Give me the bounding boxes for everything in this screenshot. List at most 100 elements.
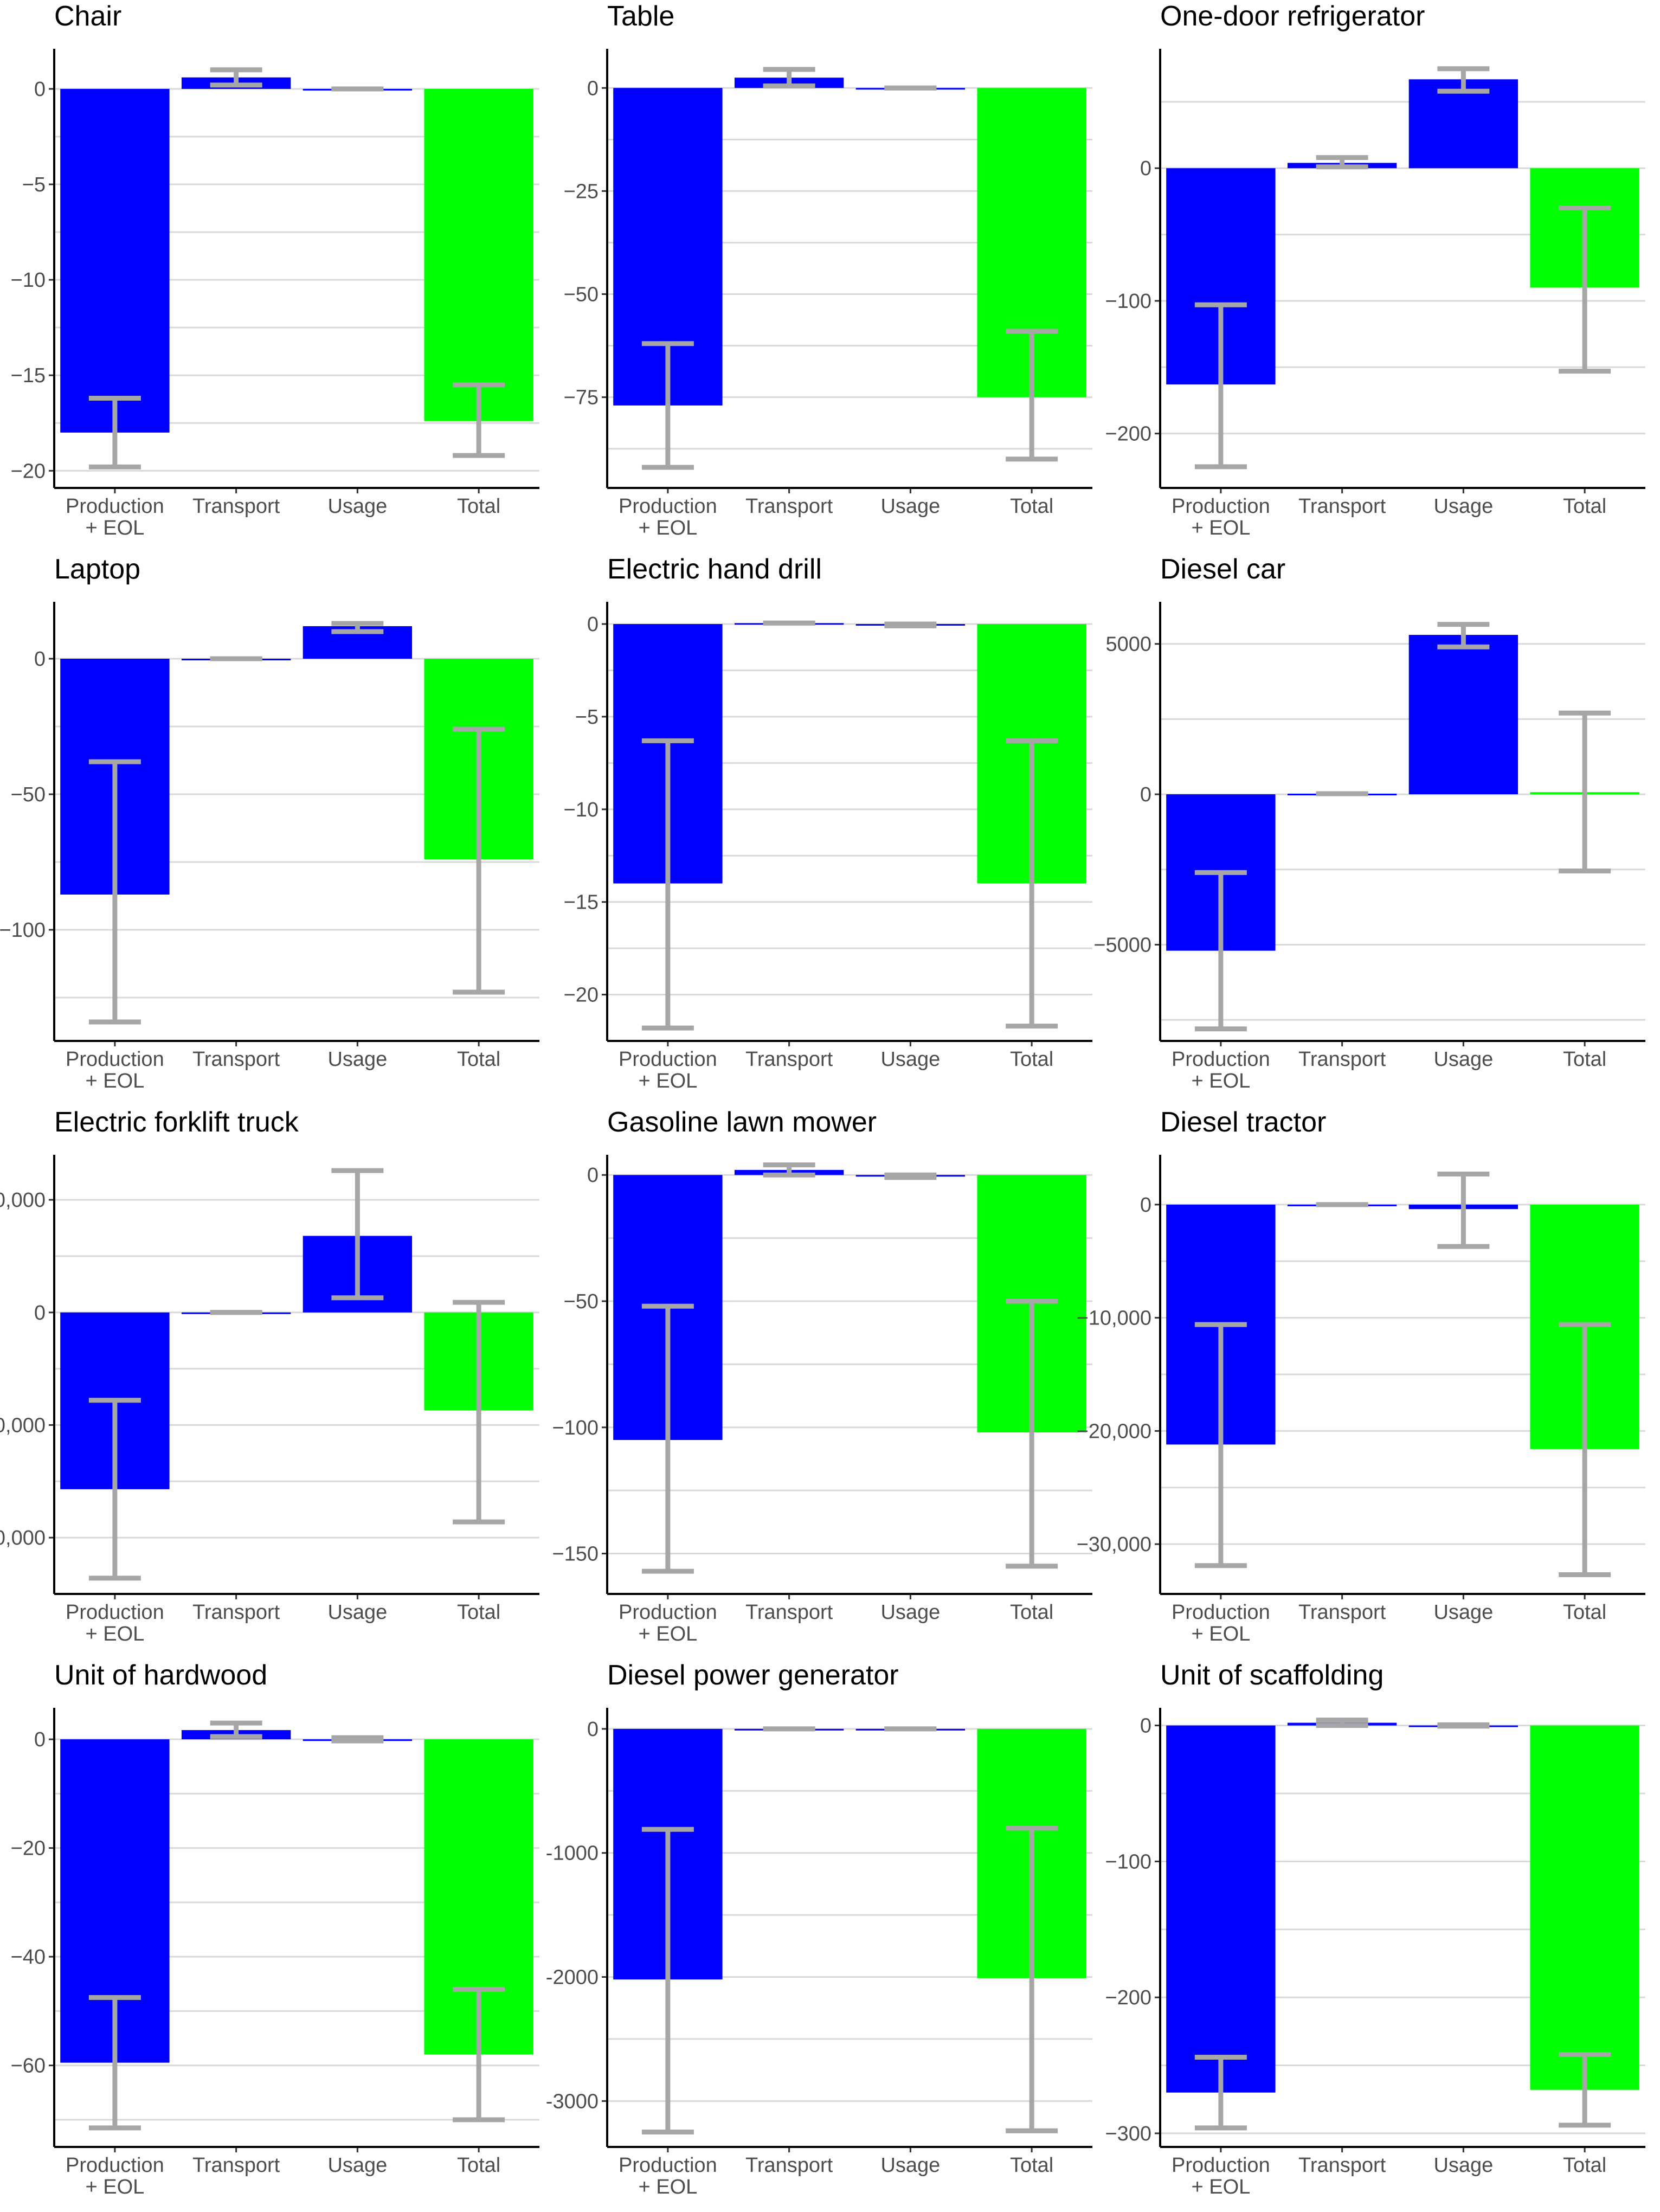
x-tick-label: Production + EOL (66, 495, 164, 539)
error-bar-1 (210, 67, 262, 88)
y-tick-label: −40 (11, 1946, 46, 1969)
bar-0 (60, 88, 170, 433)
y-tick-label: −5 (22, 173, 46, 196)
error-bar-3 (1559, 710, 1611, 874)
y-tick-label: 0 (34, 1302, 46, 1324)
y-tick-label: −5 (575, 706, 599, 729)
chart-title: Diesel power generator (607, 1660, 899, 1691)
x-tick-label: Total (1010, 1048, 1053, 1071)
y-tick-label: 0 (34, 648, 46, 671)
error-bar-0 (641, 738, 694, 1031)
y-tick-label: 0 (587, 1164, 599, 1187)
bar-3 (1530, 1725, 1639, 2090)
y-tick-label: 0 (1140, 157, 1151, 180)
chart-title: Laptop (54, 554, 141, 585)
x-tick-label: Total (1563, 1601, 1606, 1624)
x-tick-label: Transport (192, 495, 280, 518)
y-tick-label: 0 (1140, 1194, 1151, 1217)
error-bar-2 (331, 621, 384, 634)
x-tick-label: Transport (1298, 1048, 1386, 1071)
error-bar-3 (453, 382, 505, 458)
x-tick-label: Usage (1433, 495, 1493, 518)
chart-title: Table (607, 1, 675, 32)
x-tick-label: Transport (1298, 2154, 1386, 2177)
chart-title: Unit of scaffolding (1160, 1660, 1384, 1691)
y-tick-label: −75 (564, 387, 599, 409)
x-tick-label: Usage (1433, 2154, 1493, 2177)
y-tick-label: −10,000 (0, 1414, 46, 1437)
x-tick-label: Total (1010, 495, 1053, 518)
chart-plot: Production + EOL Transport Usage Total 0 −100 −… (1105, 1708, 1645, 2198)
y-tick-label: 0 (1140, 783, 1151, 806)
x-tick-label: Usage (327, 495, 387, 518)
x-tick-label: Production + EOL (66, 1601, 164, 1645)
x-tick-label: Usage (327, 2154, 387, 2177)
y-tick-label: 0 (587, 613, 599, 636)
bar-2 (1408, 79, 1519, 169)
chart-panel: Unit of hardwood Production + EOL Transport… (0, 1659, 553, 2212)
x-tick-label: Total (1563, 495, 1606, 518)
y-tick-label: -2000 (546, 1966, 599, 1989)
x-tick-label: Total (457, 495, 500, 518)
y-tick-label: 0 (34, 78, 46, 101)
error-bar-1 (763, 1162, 815, 1178)
chart-panel: Electric hand drill Production + EOL Transp… (553, 553, 1106, 1106)
x-tick-label: Production + EOL (66, 1048, 164, 1092)
x-tick-label: Production + EOL (619, 2154, 717, 2198)
error-bar-0 (641, 1827, 694, 2135)
y-tick-label: 0 (587, 1718, 599, 1741)
y-tick-label: −15 (11, 364, 46, 387)
x-tick-label: Transport (192, 1048, 280, 1071)
chart-panel: Gasoline lawn mower Production + EOL Transp… (552, 1106, 1106, 1659)
bar-0 (1166, 1725, 1276, 2093)
y-tick-label: −20 (11, 1837, 46, 1860)
error-bar-1 (763, 67, 815, 88)
y-tick-label: −50 (564, 1290, 599, 1313)
chart-plot: Production + EOL Transport Usage Total 0 −25 −5… (564, 49, 1092, 539)
error-bar-2 (884, 621, 937, 628)
error-bar-0 (1194, 1322, 1247, 1568)
chart-plot: Production + EOL Transport Usage Total 0 −10,0… (1077, 1155, 1645, 1645)
x-tick-label: Total (1010, 1601, 1053, 1624)
y-tick-label: −20,000 (1077, 1420, 1151, 1443)
chart-title: Gasoline lawn mower (607, 1107, 877, 1138)
chart-plot: Production + EOL Transport Usage Total 0 −50 −1… (0, 602, 539, 1092)
y-tick-label: −50 (11, 783, 46, 806)
y-tick-label: −50 (564, 284, 599, 306)
error-bar-2 (1437, 1722, 1490, 1729)
y-tick-label: −20,000 (0, 1527, 46, 1549)
x-tick-label: Transport (1298, 1601, 1386, 1624)
x-tick-label: Production + EOL (1172, 1048, 1270, 1092)
x-tick-label: Usage (880, 495, 940, 518)
chart-plot: Production + EOL Transport Usage Total 0 −5 −10… (564, 602, 1092, 1092)
y-tick-label: −200 (1105, 1986, 1151, 2009)
y-tick-label: 0 (34, 1728, 46, 1751)
y-tick-label: −30,000 (1077, 1533, 1151, 1556)
y-tick-label: 10,000 (0, 1189, 46, 1212)
x-tick-label: Transport (745, 1601, 833, 1624)
error-bar-3 (453, 1986, 505, 2123)
chart-plot: Production + EOL Transport Usage Total 0 -1000… (546, 1708, 1092, 2198)
error-bar-2 (1437, 622, 1490, 650)
y-tick-label: −100 (1105, 290, 1151, 313)
chart-title: One-door refrigerator (1160, 1, 1425, 32)
y-tick-label: −100 (0, 919, 46, 942)
error-bar-1 (1316, 1718, 1368, 1728)
x-tick-label: Production + EOL (619, 495, 717, 539)
bar-3 (424, 88, 533, 421)
error-bar-1 (1316, 155, 1368, 170)
x-tick-label: Total (457, 2154, 500, 2177)
x-tick-label: Production + EOL (619, 1601, 717, 1645)
error-bar-3 (453, 1300, 505, 1525)
y-tick-label: −150 (552, 1543, 599, 1566)
x-tick-label: Production + EOL (66, 2154, 164, 2198)
x-tick-label: Transport (745, 495, 833, 518)
error-bar-3 (1006, 1298, 1058, 1569)
chart-plot: Production + EOL Transport Usage Total 5000 0 −… (1093, 602, 1645, 1092)
y-tick-label: −100 (552, 1417, 599, 1439)
x-tick-label: Total (457, 1048, 500, 1071)
chart-panel: Diesel tractor Production + EOL Transport Us… (1077, 1106, 1659, 1659)
chart-panel: Diesel car Production + EOL Transport Usage T… (1093, 553, 1659, 1106)
y-tick-label: −200 (1105, 423, 1151, 446)
